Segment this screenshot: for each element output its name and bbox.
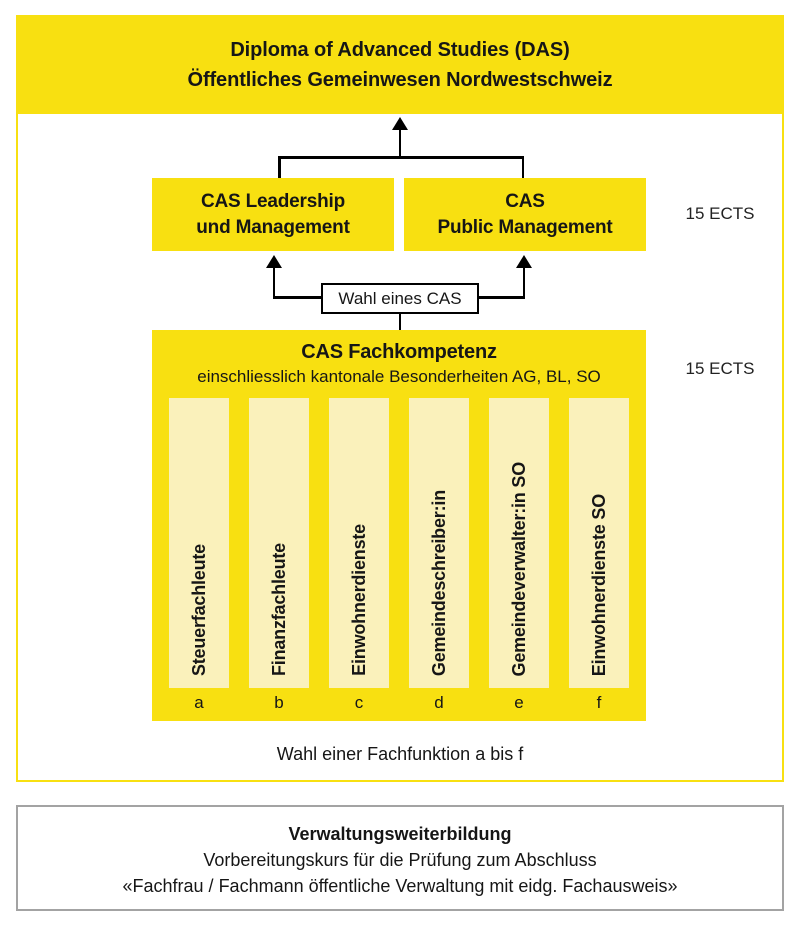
fach-column-b: Finanzfachleute xyxy=(249,398,309,688)
fach-column-f-label: Einwohnerdienste SO xyxy=(588,493,609,676)
fach-column-a: Steuerfachleute xyxy=(169,398,229,688)
verwaltungsweiterbildung-box: Verwaltungsweiterbildung Vorbereitungsku… xyxy=(16,805,784,911)
connector-line xyxy=(278,156,281,178)
fach-column-d: Gemeindeschreiber:in xyxy=(409,398,469,688)
fachfunktion-choice-note: Wahl einer Fachfunktion a bis f xyxy=(276,744,524,764)
connector-line xyxy=(521,156,524,178)
verwaltungsweiterbildung-title: Verwaltungsweiterbildung xyxy=(288,824,512,844)
cas-leadership-management-box: CAS Leadership und Management xyxy=(152,178,394,251)
fach-column-c-label: Einwohnerdienste xyxy=(348,524,369,676)
das-program-panel: Diploma of Advanced Studies (DAS) Öffent… xyxy=(16,15,784,782)
fach-column-b-label: Finanzfachleute xyxy=(268,542,289,676)
fach-columns: Steuerfachleute Finanzfachleute Einwohne… xyxy=(169,398,629,688)
fach-letter-e: e xyxy=(514,693,524,712)
wahl-eines-cas-label: Wahl eines CAS xyxy=(338,288,462,308)
fachkompetenz-subtitle: einschliesslich kantonale Besonderheiten… xyxy=(197,367,601,386)
cas-public-line1: CAS xyxy=(505,190,545,212)
fach-letter-f: f xyxy=(596,693,602,712)
fach-column-e: Gemeindeverwalter:in SO xyxy=(489,398,549,688)
connector-line xyxy=(479,296,525,299)
wahl-eines-cas-box: Wahl eines CAS xyxy=(321,283,479,314)
verwaltungsweiterbildung-line2: Vorbereitungskurs für die Prüfung zum Ab… xyxy=(203,850,597,870)
cas-fachkompetenz-box: CAS Fachkompetenz einschliesslich kanton… xyxy=(152,330,646,721)
fach-letter-a: a xyxy=(194,693,204,712)
fachkompetenz-title: CAS Fachkompetenz xyxy=(301,341,497,363)
connector-line xyxy=(522,268,526,298)
fach-column-letters: a b c d e f xyxy=(169,693,629,713)
arrow-up-right-icon xyxy=(516,255,532,268)
fach-column-d-label: Gemeindeschreiber:in xyxy=(428,489,449,676)
ects-label-fachkompetenz: 15 ECTS xyxy=(685,359,755,378)
arrow-up-left-icon xyxy=(266,255,282,268)
fach-column-e-label: Gemeindeverwalter:in SO xyxy=(508,461,529,676)
fach-letter-c: c xyxy=(354,693,364,712)
cas-public-management-box: CAS Public Management xyxy=(404,178,646,251)
fach-letter-b: b xyxy=(274,693,284,712)
cas-public-line2: Public Management xyxy=(437,216,613,238)
fach-letter-d: d xyxy=(434,693,444,712)
fach-column-f: Einwohnerdienste SO xyxy=(569,398,629,688)
das-title-line1: Diploma of Advanced Studies (DAS) xyxy=(230,38,570,61)
verwaltungsweiterbildung-line3: «Fachfrau / Fachmann öffentliche Verwalt… xyxy=(122,876,678,896)
connector-line xyxy=(398,129,402,157)
connector-line xyxy=(273,296,321,299)
cas-leadership-line1: CAS Leadership xyxy=(201,190,345,212)
cas-leadership-line2: und Management xyxy=(196,216,350,238)
connector-line xyxy=(272,268,276,298)
das-header: Diploma of Advanced Studies (DAS) Öffent… xyxy=(16,15,784,114)
connector-line xyxy=(398,314,402,330)
ects-label-cas-row: 15 ECTS xyxy=(685,204,755,223)
fach-column-a-label: Steuerfachleute xyxy=(188,543,209,676)
das-title-line2: Öffentliches Gemeinwesen Nordwestschweiz xyxy=(187,68,613,91)
connector-line xyxy=(278,156,524,159)
fach-column-c: Einwohnerdienste xyxy=(329,398,389,688)
arrow-up-to-das-icon xyxy=(392,117,408,130)
